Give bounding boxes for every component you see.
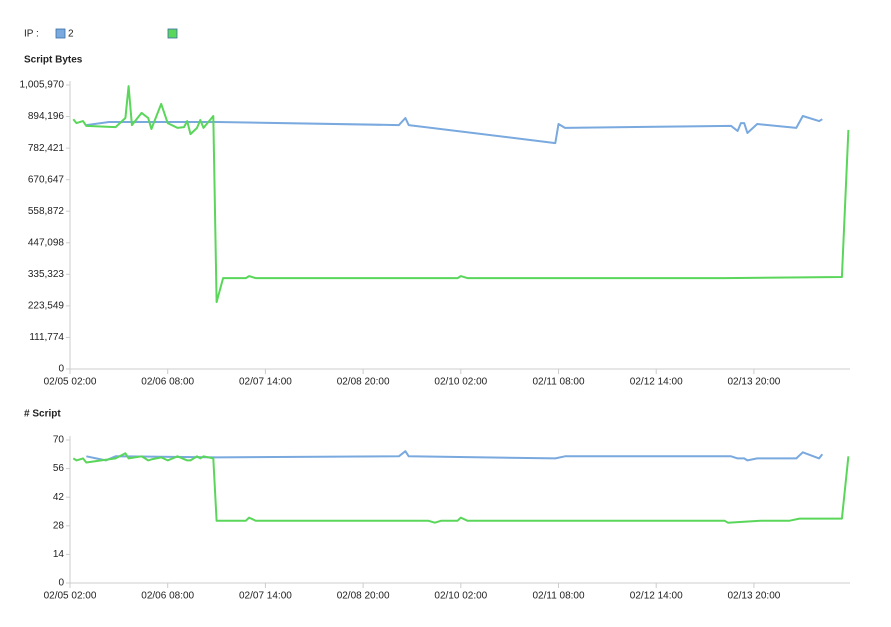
y-tick-label: 0 xyxy=(58,364,64,375)
x-tick-label: 02/08 20:00 xyxy=(337,377,390,388)
legend-entry: 2 xyxy=(68,29,74,40)
x-tick-label: 02/06 08:00 xyxy=(141,377,194,388)
y-tick-label: 223,549 xyxy=(28,301,65,312)
x-tick-label: 02/12 14:00 xyxy=(630,591,683,602)
y-tick-label: 335,323 xyxy=(28,269,65,280)
chart-title: # Script xyxy=(24,409,61,420)
series-line xyxy=(86,450,824,462)
x-tick-label: 02/07 14:00 xyxy=(239,377,292,388)
x-tick-label: 02/07 14:00 xyxy=(239,591,292,602)
x-tick-label: 02/08 20:00 xyxy=(337,591,390,602)
x-tick-label: 02/05 02:00 xyxy=(44,377,97,388)
x-tick-label: 02/11 08:00 xyxy=(532,591,585,602)
series-line xyxy=(72,85,850,304)
chart-title: Script Bytes xyxy=(24,55,83,66)
y-tick-label: 670,647 xyxy=(28,174,65,185)
y-tick-label: 782,421 xyxy=(28,143,65,154)
y-tick-label: 447,098 xyxy=(28,237,65,248)
y-tick-label: 0 xyxy=(58,578,64,589)
legend-label: IP : xyxy=(24,29,39,40)
x-tick-label: 02/12 14:00 xyxy=(630,377,683,388)
y-tick-label: 1,005,970 xyxy=(20,80,65,91)
x-tick-label: 02/13 20:00 xyxy=(728,591,781,602)
series-line xyxy=(86,115,823,145)
x-tick-label: 02/05 02:00 xyxy=(44,591,97,602)
y-tick-label: 558,872 xyxy=(28,206,65,217)
x-tick-label: 02/11 08:00 xyxy=(532,377,585,388)
series-line xyxy=(72,452,850,524)
y-tick-label: 28 xyxy=(53,520,65,531)
y-tick-label: 56 xyxy=(53,463,65,474)
x-tick-label: 02/10 02:00 xyxy=(434,377,487,388)
y-tick-label: 14 xyxy=(53,549,65,560)
y-tick-label: 70 xyxy=(53,435,65,446)
y-tick-label: 894,196 xyxy=(28,111,65,122)
x-tick-label: 02/06 08:00 xyxy=(141,591,194,602)
legend-swatch xyxy=(167,28,178,39)
y-tick-label: 42 xyxy=(53,492,65,503)
legend-swatch xyxy=(55,28,66,39)
x-tick-label: 02/10 02:00 xyxy=(434,591,487,602)
y-tick-label: 111,774 xyxy=(29,332,64,343)
x-tick-label: 02/13 20:00 xyxy=(728,377,781,388)
